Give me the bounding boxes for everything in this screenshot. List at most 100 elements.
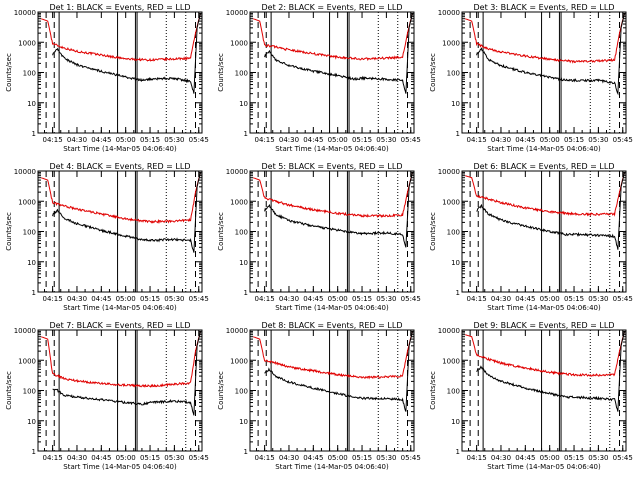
y-tick-label: 1 (32, 289, 36, 297)
x-tick-label: 04:45 (91, 295, 111, 303)
y-tick-label: 10 (239, 100, 248, 108)
x-axis-label: Start Time (14-Mar-05 04:06:40) (63, 304, 177, 312)
x-tick-label: 05:00 (328, 136, 348, 144)
x-axis-label: Start Time (14-Mar-05 04:06:40) (275, 145, 389, 153)
lld-series-line (41, 13, 201, 62)
x-tick-label: 05:00 (116, 136, 136, 144)
x-tick-label: 05:15 (564, 295, 584, 303)
y-tick-label: 10 (27, 100, 36, 108)
y-tick-label: 10000 (226, 327, 248, 335)
plot-frame (37, 170, 203, 293)
x-tick-label: 04:15 (467, 295, 487, 303)
events-series-line (52, 331, 201, 416)
x-tick-label: 05:00 (328, 454, 348, 462)
events-series-line (264, 172, 413, 248)
x-tick-label: 04:15 (43, 454, 63, 462)
x-tick-label: 05:15 (352, 454, 372, 462)
y-tick-label: 1 (456, 130, 460, 138)
x-tick-label: 05:15 (140, 454, 160, 462)
x-tick-label: 04:45 (515, 295, 535, 303)
x-tick-label: 05:15 (140, 136, 160, 144)
x-tick-label: 05:45 (613, 454, 633, 462)
x-tick-label: 04:45 (303, 295, 323, 303)
y-tick-label: 10 (451, 259, 460, 267)
x-tick-label: 04:45 (303, 136, 323, 144)
x-tick-label: 05:00 (540, 136, 560, 144)
x-tick-label: 04:30 (279, 295, 299, 303)
x-axis-label: Start Time (14-Mar-05 04:06:40) (487, 304, 601, 312)
y-tick-label: 1 (244, 130, 248, 138)
panel-title: Det 3: BLACK = Events, RED = LLD (474, 3, 615, 12)
x-tick-label: 04:15 (467, 136, 487, 144)
x-axis-label: Start Time (14-Mar-05 04:06:40) (487, 463, 601, 471)
events-series-line (52, 13, 201, 94)
x-tick-label: 04:15 (43, 295, 63, 303)
y-tick-label: 10000 (438, 168, 460, 176)
panel-title: Det 5: BLACK = Events, RED = LLD (262, 162, 403, 171)
y-axis-label: Counts/sec (5, 371, 13, 410)
panel-title: Det 1: BLACK = Events, RED = LLD (50, 3, 191, 12)
y-tick-label: 10000 (226, 168, 248, 176)
lld-series-line (41, 331, 201, 388)
x-tick-label: 04:15 (255, 454, 275, 462)
panel-3: 1 10 100 1000 10000 04:15 04:30 04:45 05:00 05:15… (429, 3, 633, 153)
x-axis-label: Start Time (14-Mar-05 04:06:40) (275, 304, 389, 312)
x-tick-label: 04:30 (67, 136, 87, 144)
x-tick-label: 04:30 (67, 295, 87, 303)
y-tick-label: 1000 (442, 39, 460, 47)
y-tick-label: 100 (23, 388, 36, 396)
lld-series-line (465, 13, 625, 64)
panel-2: 1 10 100 1000 10000 04:15 04:30 04:45 05:00 05:15… (217, 3, 421, 153)
x-tick-label: 05:30 (588, 454, 608, 462)
y-axis-label: Counts/sec (217, 371, 225, 410)
x-tick-label: 04:45 (91, 454, 111, 462)
x-tick-label: 05:45 (401, 295, 421, 303)
lld-series-line (465, 331, 625, 377)
y-tick-label: 1000 (230, 357, 248, 365)
plot-frame (461, 11, 627, 134)
y-tick-label: 10000 (438, 327, 460, 335)
x-tick-label: 04:45 (303, 454, 323, 462)
x-tick-label: 05:30 (376, 295, 396, 303)
panel-title: Det 6: BLACK = Events, RED = LLD (474, 162, 615, 171)
x-tick-label: 04:30 (491, 295, 511, 303)
x-tick-label: 05:45 (401, 454, 421, 462)
plot-frame (461, 329, 627, 452)
y-tick-label: 10 (451, 418, 460, 426)
y-tick-label: 1000 (18, 39, 36, 47)
x-axis-label: Start Time (14-Mar-05 04:06:40) (63, 145, 177, 153)
y-tick-label: 1000 (18, 357, 36, 365)
x-axis-label: Start Time (14-Mar-05 04:06:40) (487, 145, 601, 153)
x-tick-label: 05:30 (376, 136, 396, 144)
x-tick-label: 04:30 (279, 136, 299, 144)
y-tick-label: 100 (447, 229, 460, 237)
x-tick-label: 05:45 (613, 295, 633, 303)
panel-title: Det 4: BLACK = Events, RED = LLD (50, 162, 191, 171)
y-tick-label: 1 (456, 448, 460, 456)
y-tick-label: 100 (447, 70, 460, 78)
events-series-line (264, 13, 413, 94)
x-tick-label: 05:15 (352, 295, 372, 303)
x-tick-label: 05:45 (189, 295, 209, 303)
x-tick-label: 05:30 (164, 454, 184, 462)
lld-series-line (41, 172, 201, 225)
y-tick-label: 1 (244, 289, 248, 297)
x-tick-label: 05:15 (564, 136, 584, 144)
y-tick-label: 10 (451, 100, 460, 108)
x-tick-label: 05:15 (564, 454, 584, 462)
plot-frame (249, 170, 415, 293)
x-tick-label: 05:15 (352, 136, 372, 144)
lld-series-line (253, 172, 413, 218)
lld-series-line (253, 13, 413, 62)
y-tick-label: 1000 (18, 198, 36, 206)
x-tick-label: 05:00 (116, 295, 136, 303)
y-tick-label: 1 (32, 130, 36, 138)
y-tick-label: 100 (23, 70, 36, 78)
x-tick-label: 04:45 (91, 136, 111, 144)
events-series-line (476, 331, 625, 412)
y-axis-label: Counts/sec (5, 212, 13, 251)
x-tick-label: 04:15 (43, 136, 63, 144)
x-tick-label: 04:15 (255, 295, 275, 303)
x-tick-label: 05:00 (328, 295, 348, 303)
panel-6: 1 10 100 1000 10000 04:15 04:30 04:45 05:00 05:15… (429, 162, 633, 312)
